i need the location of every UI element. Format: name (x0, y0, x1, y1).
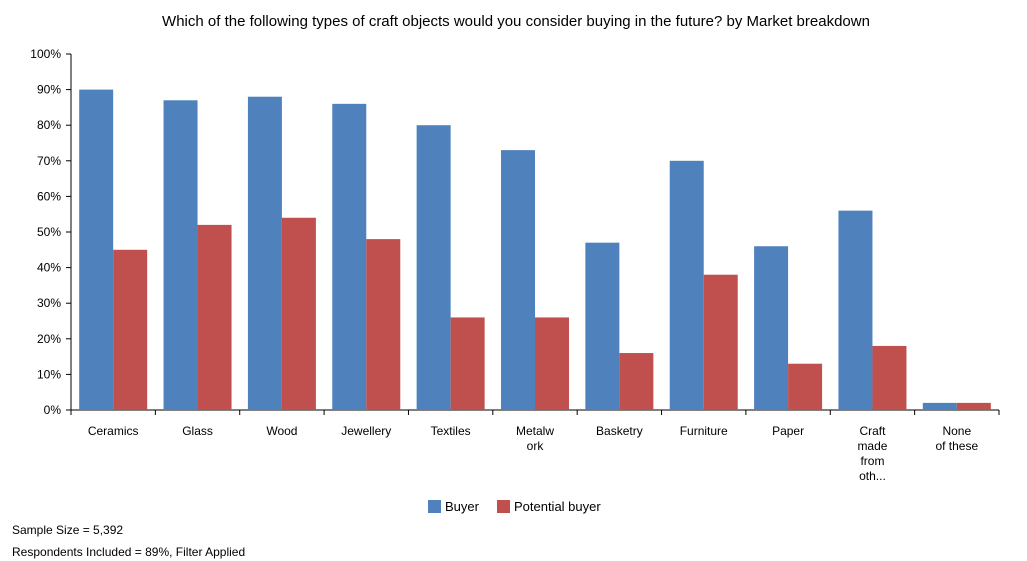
y-tick-label: 50% (37, 225, 61, 239)
y-tick-label: 60% (37, 189, 61, 203)
x-tick-label: Paper (772, 424, 804, 438)
bar-buyer (79, 89, 114, 410)
bar-buyer (669, 160, 704, 410)
y-tick-label: 40% (37, 261, 61, 275)
y-tick-label: 30% (37, 296, 61, 310)
x-tick-label: Textiles (431, 424, 471, 438)
bar-buyer (163, 100, 198, 410)
legend-swatch-potential-buyer (496, 500, 510, 513)
chart-title: Which of the following types of craft ob… (162, 13, 870, 30)
bar-potential-buyer (366, 239, 401, 410)
x-tick-label: oth... (859, 469, 886, 483)
x-tick-label: ork (527, 439, 545, 453)
x-tick-label: None (942, 424, 971, 438)
bar-potential-buyer (281, 217, 316, 410)
x-tick-label: Metalw (516, 424, 554, 438)
legend: Buyer Potential buyer (428, 499, 619, 514)
bar-buyer (501, 150, 535, 410)
x-tick-label: Furniture (680, 424, 728, 438)
bar-potential-buyer (956, 402, 991, 410)
x-tick-label: Wood (266, 424, 297, 438)
bar-potential-buyer (197, 224, 232, 410)
y-tick-label: 80% (37, 118, 61, 132)
bar-buyer (922, 402, 957, 410)
bar-buyer (754, 246, 789, 410)
bar-potential-buyer (535, 317, 569, 410)
y-tick-label: 20% (37, 332, 61, 346)
x-tick-label: Jewellery (341, 424, 391, 438)
x-tick-label: Ceramics (88, 424, 139, 438)
x-tick-label: of these (935, 439, 978, 453)
bar-potential-buyer (788, 363, 823, 410)
bar-buyer (416, 125, 451, 410)
legend-label-potential-buyer: Potential buyer (513, 499, 601, 514)
y-tick-label: 10% (37, 367, 61, 381)
bar-potential-buyer (619, 353, 654, 410)
bar-potential-buyer (113, 249, 148, 410)
legend-item-potential-buyer: Potential buyer (496, 499, 601, 514)
legend-item-buyer: Buyer (428, 499, 479, 514)
bar-potential-buyer (872, 345, 907, 410)
legend-swatch-buyer (428, 500, 441, 513)
x-tick-label: Glass (182, 424, 213, 438)
bar-buyer (332, 103, 367, 410)
x-tick-label: made (857, 439, 887, 453)
y-tick-label: 0% (44, 403, 62, 417)
y-tick-label: 100% (30, 47, 61, 61)
bar-potential-buyer (703, 274, 738, 410)
bar-potential-buyer (450, 317, 485, 410)
bar-buyer (838, 210, 873, 410)
x-tick-label: Basketry (596, 424, 643, 438)
y-tick-label: 70% (37, 154, 61, 168)
x-tick-label: from (860, 454, 884, 468)
x-tick-label: Craft (859, 424, 886, 438)
respondents-note: Respondents Included = 89%, Filter Appli… (12, 545, 246, 559)
sample-size-note: Sample Size = 5,392 (12, 523, 124, 537)
legend-label-buyer: Buyer (445, 499, 479, 514)
bar-buyer (585, 242, 620, 410)
bar-buyer (247, 96, 282, 410)
y-tick-label: 90% (37, 83, 61, 97)
